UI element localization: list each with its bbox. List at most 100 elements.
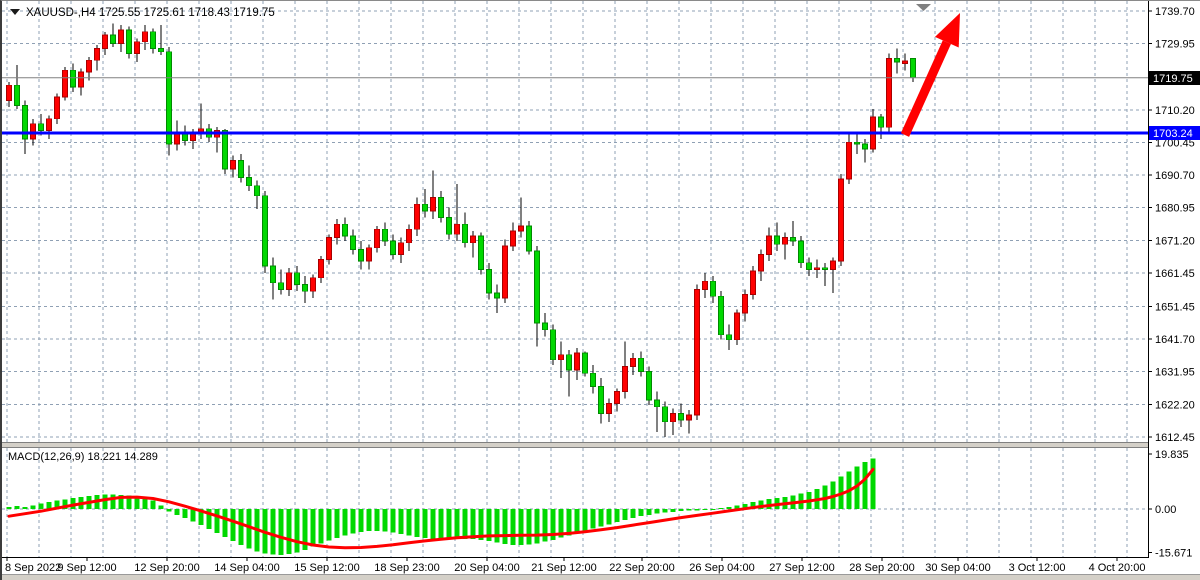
macd-histogram-bar <box>862 462 868 509</box>
bear-candle <box>678 412 684 421</box>
time-axis[interactable] <box>2 559 1148 574</box>
macd-histogram-bar <box>294 509 300 553</box>
time-tick-label: 30 Sep 04:00 <box>925 562 990 574</box>
main-chart-area[interactable] <box>2 1 1148 442</box>
time-tick-label: 21 Sep 12:00 <box>531 562 596 574</box>
macd-histogram-bar <box>190 509 196 522</box>
bull-candle <box>734 312 740 341</box>
price-tick-label: 1661.45 <box>1155 268 1195 280</box>
bear-candle <box>294 272 300 285</box>
time-tick-label: 12 Sep 20:00 <box>134 562 199 574</box>
bull-candle <box>846 141 852 180</box>
bear-candle <box>854 141 860 145</box>
macd-histogram-bar <box>270 509 276 555</box>
macd-histogram-series <box>6 458 876 555</box>
macd-tick-label: 0.00 <box>1155 504 1176 516</box>
macd-histogram-bar <box>326 509 332 541</box>
macd-histogram-bar <box>470 509 476 540</box>
symbol-dropdown-icon[interactable] <box>10 9 20 15</box>
bull-candle <box>574 352 580 371</box>
bear-candle <box>494 292 500 299</box>
macd-histogram-bar <box>494 509 500 543</box>
bear-candle <box>350 235 356 250</box>
price-tick-label: 1680.95 <box>1155 203 1195 215</box>
bull-candle <box>46 118 52 131</box>
trend-arrow-object[interactable] <box>900 13 960 137</box>
bear-candle <box>774 235 780 245</box>
macd-histogram-bar <box>366 509 372 532</box>
bull-candle <box>406 228 412 244</box>
bull-candle <box>622 366 628 393</box>
macd-histogram-bar <box>766 499 772 509</box>
macd-tick-label: 19.835 <box>1155 449 1189 461</box>
bull-candle <box>902 60 908 64</box>
macd-histogram-bar <box>390 509 396 533</box>
time-tick-label: 27 Sep 12:00 <box>769 562 834 574</box>
bear-candle <box>534 250 540 324</box>
bull-candle <box>686 414 692 421</box>
macd-histogram-bar <box>286 509 292 554</box>
bull-candle <box>310 277 316 292</box>
bear-candle <box>726 334 732 341</box>
bear-candle <box>22 105 28 140</box>
bear-candle <box>438 197 444 218</box>
macd-label: MACD(12,26,9) 18.221 14.289 <box>8 451 158 463</box>
bear-candle <box>878 116 884 128</box>
macd-histogram-bar <box>750 502 756 509</box>
macd-histogram-bar <box>550 509 556 540</box>
bear-candle <box>910 57 916 79</box>
bull-candle <box>118 29 124 44</box>
macd-histogram-bar <box>726 507 732 509</box>
bull-candle <box>374 228 380 249</box>
candlestick-series <box>6 23 916 437</box>
time-tick-label: 28 Sep 20:00 <box>849 562 914 574</box>
bear-candle <box>718 295 724 336</box>
macd-histogram-bar <box>398 509 404 534</box>
macd-tick-label: -15.671 <box>1155 547 1192 559</box>
bull-candle <box>886 58 892 128</box>
macd-histogram-bar <box>614 509 620 523</box>
bear-candle <box>638 357 644 372</box>
bull-candle <box>502 245 508 299</box>
chart-shift-marker-icon[interactable] <box>916 4 931 11</box>
panel-splitter[interactable] <box>2 443 1200 447</box>
macd-histogram-bar <box>582 509 588 531</box>
bull-candle <box>838 178 844 262</box>
macd-histogram-bar <box>118 495 124 509</box>
bull-candle <box>750 270 756 295</box>
macd-panel-area[interactable] <box>2 448 1148 557</box>
bear-candle <box>222 130 228 170</box>
bear-candle <box>270 265 276 284</box>
bear-candle <box>246 176 252 187</box>
bull-candle <box>30 123 36 140</box>
bull-candle <box>742 294 748 314</box>
macd-histogram-bar <box>566 509 572 536</box>
macd-histogram-bar <box>678 509 684 512</box>
macd-histogram-bar <box>646 509 652 515</box>
macd-histogram-bar <box>446 509 452 540</box>
macd-histogram-bar <box>702 509 708 510</box>
macd-axis-labels: 19.835 0.00 -15.671 <box>1148 449 1192 559</box>
macd-histogram-bar <box>734 505 740 509</box>
price-axis[interactable] <box>1149 1 1200 558</box>
macd-histogram-bar <box>374 509 380 531</box>
macd-histogram-bar <box>46 502 52 509</box>
macd-histogram-bar <box>438 509 444 540</box>
bull-candle <box>334 223 340 239</box>
bear-candle <box>598 386 604 414</box>
macd-histogram-bar <box>430 509 436 539</box>
price-tick-label: 1622.20 <box>1155 399 1195 411</box>
bull-candle <box>702 280 708 290</box>
bear-candle <box>526 225 532 252</box>
macd-histogram-bar <box>158 505 164 509</box>
macd-histogram-bar <box>174 509 180 515</box>
bear-candle <box>662 406 668 423</box>
horizontal-scrollbar[interactable] <box>2 575 1200 580</box>
bear-candle <box>342 223 348 237</box>
bear-candle <box>862 143 868 150</box>
time-tick-label: 8 Sep 2022 <box>5 562 61 574</box>
macd-histogram-bar <box>342 509 348 536</box>
bull-candle <box>782 237 788 245</box>
macd-histogram-bar <box>574 509 580 534</box>
